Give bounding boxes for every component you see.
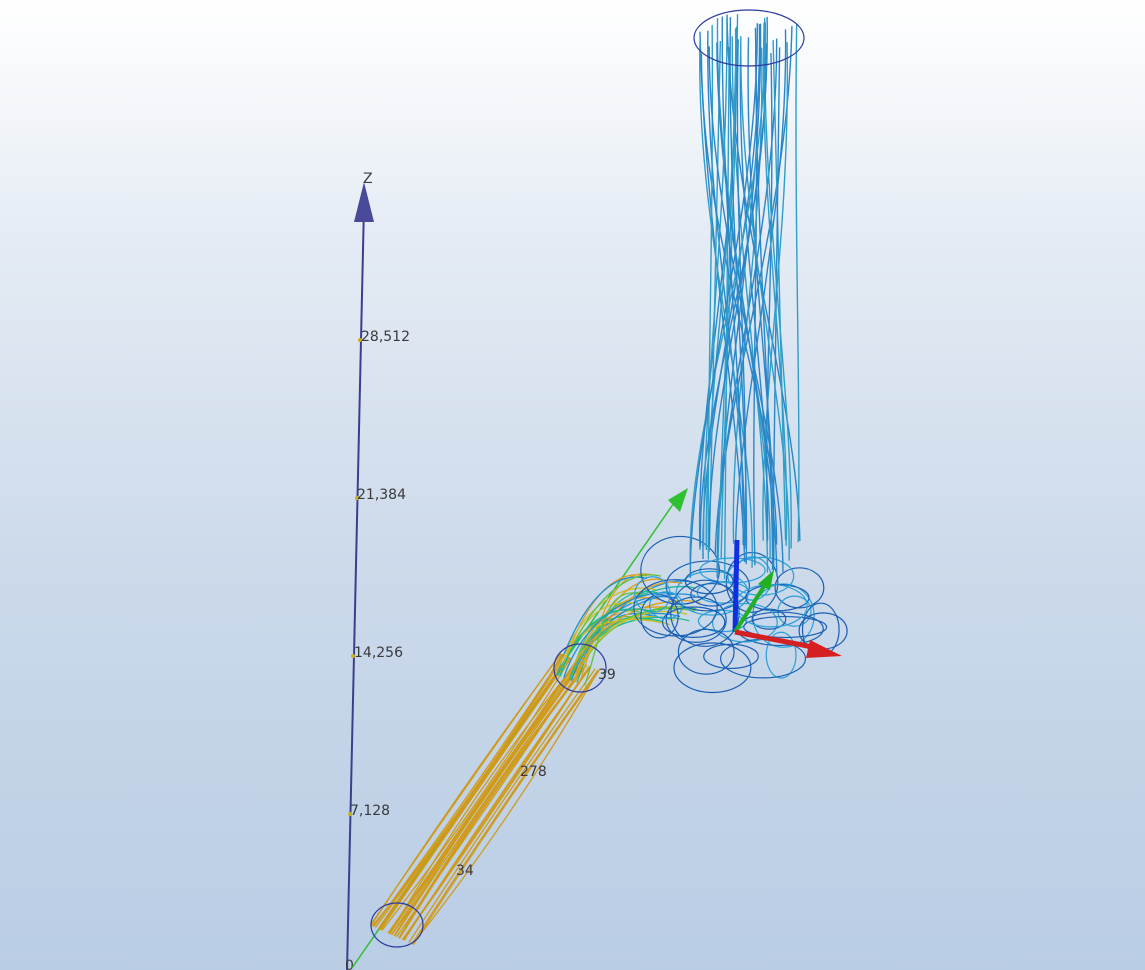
swirl-loop — [670, 579, 740, 647]
swirl-loop — [774, 567, 825, 609]
z-tick-label: 7,128 — [350, 803, 390, 819]
swirl-loop — [673, 642, 752, 694]
inlet-ring — [370, 902, 424, 948]
swirl-loop — [665, 560, 750, 612]
swirl-streamlines — [633, 535, 848, 694]
swirl-loop — [712, 602, 778, 643]
streamline — [412, 670, 600, 945]
z-axis-label: Z — [363, 171, 373, 187]
bend-ring — [553, 643, 607, 693]
streamline — [372, 654, 564, 928]
outlet-ring — [693, 9, 805, 67]
streamline — [371, 653, 563, 927]
streamline — [378, 656, 570, 930]
triad-z-line — [732, 539, 740, 633]
swirl-loop — [765, 631, 797, 679]
streamline — [699, 43, 767, 547]
column-streamlines — [689, 13, 801, 580]
streamline — [412, 669, 600, 945]
streamline — [389, 660, 579, 935]
streamline — [379, 656, 571, 931]
flow-axis-arrowhead — [668, 488, 688, 512]
streamline — [388, 660, 579, 935]
streamline — [574, 581, 683, 683]
z-tick-mark — [351, 654, 355, 658]
streamline — [705, 28, 737, 551]
streamline — [398, 664, 587, 939]
streamline — [411, 669, 599, 945]
z-tick-mark — [355, 496, 359, 500]
streamline — [402, 665, 591, 941]
streamline — [721, 16, 744, 546]
z-tick-label: 21,384 — [357, 487, 406, 503]
streamline — [369, 652, 562, 926]
streamline — [716, 42, 778, 575]
z-origin-label: 0 — [345, 958, 354, 970]
streamline — [372, 654, 564, 928]
streamline — [408, 668, 596, 943]
streamline — [795, 24, 800, 543]
streamline — [708, 46, 784, 573]
bend-streamlines — [554, 573, 701, 686]
z-tick-mark — [358, 338, 362, 342]
streamline — [702, 18, 728, 548]
streamline — [401, 665, 590, 941]
streamline — [391, 661, 581, 936]
coordinate-triad — [732, 539, 842, 658]
swirl-loop — [734, 583, 808, 628]
streamline — [707, 25, 714, 560]
streamline — [391, 661, 581, 936]
streamline — [563, 592, 679, 678]
streamline — [578, 573, 653, 684]
streamline — [689, 23, 758, 578]
streamline — [772, 40, 787, 541]
streamline — [723, 47, 730, 580]
pipe-label: 278 — [520, 764, 547, 780]
streamline — [754, 50, 774, 569]
streamline — [762, 22, 788, 546]
streamline — [398, 664, 587, 939]
pipe-label: 34 — [456, 863, 474, 879]
swirl-loop — [743, 615, 828, 639]
swirl-loop — [665, 596, 727, 643]
z-axis: Z 28,512 21,384 14,256 7,128 0 — [345, 171, 410, 970]
swirl-loop — [751, 608, 787, 630]
swirl-loop — [703, 643, 759, 670]
streamline — [574, 610, 688, 683]
swirl-loop — [684, 568, 734, 595]
z-tick-label: 28,512 — [361, 329, 410, 345]
swirl-loop — [662, 606, 726, 638]
streamline — [567, 600, 701, 680]
streamline — [377, 656, 569, 930]
streamline — [394, 662, 583, 937]
streamline — [732, 47, 763, 544]
streamline — [399, 664, 588, 939]
triad-y-arrowhead — [758, 570, 774, 590]
z-axis-arrowhead — [354, 182, 374, 222]
pipe-streamlines — [369, 652, 600, 945]
triad-y-line — [733, 578, 770, 634]
streamline — [740, 36, 790, 561]
pipe-label: 39 — [598, 667, 616, 683]
swirl-loop — [640, 594, 679, 639]
streamline — [702, 24, 761, 559]
z-axis-line — [346, 204, 365, 970]
swirl-loop — [677, 628, 735, 675]
streamline — [689, 22, 766, 565]
streamline — [370, 653, 562, 926]
swirl-loop — [649, 591, 684, 620]
streamline — [766, 53, 773, 541]
triad-x-arrowhead — [806, 640, 842, 658]
z-tick-mark — [348, 812, 352, 816]
z-tick-label: 14,256 — [354, 645, 403, 661]
streamline — [736, 39, 747, 546]
streamline — [381, 657, 572, 931]
swirl-loop — [727, 556, 795, 596]
triad-x-line — [734, 629, 819, 651]
